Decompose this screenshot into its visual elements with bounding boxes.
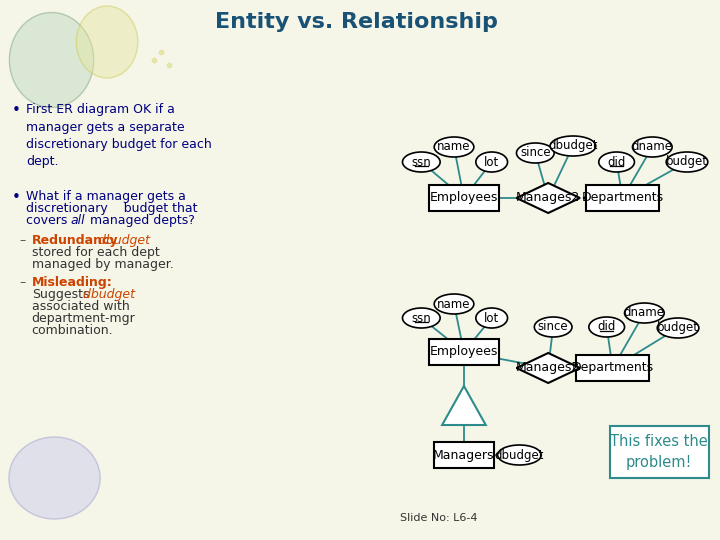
Text: discretionary    budget that: discretionary budget that xyxy=(26,202,197,215)
Bar xyxy=(434,442,494,468)
Text: Employees: Employees xyxy=(430,192,498,205)
Text: Manages2: Manages2 xyxy=(516,361,580,375)
Text: dbudget: dbudget xyxy=(495,449,544,462)
Ellipse shape xyxy=(666,152,708,172)
Text: dbudget: dbudget xyxy=(79,288,135,301)
Text: –: – xyxy=(20,276,26,289)
Text: managed by manager.: managed by manager. xyxy=(32,258,174,271)
Point xyxy=(155,48,166,56)
Ellipse shape xyxy=(599,152,634,172)
Bar xyxy=(586,185,660,211)
Text: budget: budget xyxy=(657,321,699,334)
Text: First ER diagram OK if a
manager gets a separate
discretionary budget for each
d: First ER diagram OK if a manager gets a … xyxy=(26,103,212,168)
Text: all: all xyxy=(71,214,85,227)
Text: since: since xyxy=(538,321,569,334)
Text: did: did xyxy=(598,321,616,334)
FancyBboxPatch shape xyxy=(610,426,708,478)
Text: lot: lot xyxy=(484,312,499,325)
Ellipse shape xyxy=(534,317,572,337)
Text: department-mgr: department-mgr xyxy=(32,312,135,325)
Point xyxy=(163,60,174,69)
Bar xyxy=(429,185,499,211)
Text: •: • xyxy=(12,190,21,205)
Polygon shape xyxy=(516,353,580,383)
Ellipse shape xyxy=(624,303,664,323)
Text: lot: lot xyxy=(484,156,499,168)
Text: Redundancy: Redundancy xyxy=(32,234,118,247)
Ellipse shape xyxy=(657,318,699,338)
Bar xyxy=(576,355,649,381)
Ellipse shape xyxy=(516,143,554,163)
Text: dbudget: dbudget xyxy=(548,139,598,152)
Text: Slide No: L6-4: Slide No: L6-4 xyxy=(400,513,477,523)
Text: Managers: Managers xyxy=(433,449,495,462)
Text: name: name xyxy=(437,298,471,310)
Text: dname: dname xyxy=(624,307,665,320)
Text: managed depts?: managed depts? xyxy=(86,214,195,227)
Ellipse shape xyxy=(402,308,440,328)
Ellipse shape xyxy=(434,137,474,157)
Ellipse shape xyxy=(589,317,624,337)
Text: What if a manager gets a: What if a manager gets a xyxy=(26,190,186,203)
Ellipse shape xyxy=(550,136,595,156)
Ellipse shape xyxy=(76,6,138,78)
Ellipse shape xyxy=(434,294,474,314)
Text: ssn: ssn xyxy=(411,156,431,168)
Text: dname: dname xyxy=(631,140,672,153)
Text: This fixes the
problem!: This fixes the problem! xyxy=(611,434,708,470)
Text: stored for each dept: stored for each dept xyxy=(32,246,159,259)
Text: –: – xyxy=(20,234,26,247)
Ellipse shape xyxy=(9,437,100,519)
Text: Manages2: Manages2 xyxy=(516,192,580,205)
Text: ssn: ssn xyxy=(411,312,431,325)
Text: associated with: associated with xyxy=(32,300,130,313)
Text: did: did xyxy=(608,156,626,168)
Ellipse shape xyxy=(476,152,508,172)
Text: dbudget: dbudget xyxy=(94,234,150,247)
Polygon shape xyxy=(442,386,486,425)
Point xyxy=(148,56,159,64)
Text: since: since xyxy=(520,146,551,159)
Text: combination.: combination. xyxy=(32,324,113,337)
Ellipse shape xyxy=(9,12,94,107)
Ellipse shape xyxy=(476,308,508,328)
Text: budget: budget xyxy=(666,156,708,168)
Text: covers: covers xyxy=(26,214,83,227)
Ellipse shape xyxy=(632,137,672,157)
Ellipse shape xyxy=(498,445,541,465)
Text: name: name xyxy=(437,140,471,153)
Text: Misleading:: Misleading: xyxy=(32,276,112,289)
Text: Employees: Employees xyxy=(430,346,498,359)
Ellipse shape xyxy=(402,152,440,172)
Text: Suggests: Suggests xyxy=(32,288,89,301)
Text: Entity vs. Relationship: Entity vs. Relationship xyxy=(215,12,498,32)
Text: Departments: Departments xyxy=(582,192,664,205)
Text: Departments: Departments xyxy=(572,361,654,375)
Polygon shape xyxy=(516,183,580,213)
Bar xyxy=(429,339,499,365)
Text: •: • xyxy=(12,103,21,118)
